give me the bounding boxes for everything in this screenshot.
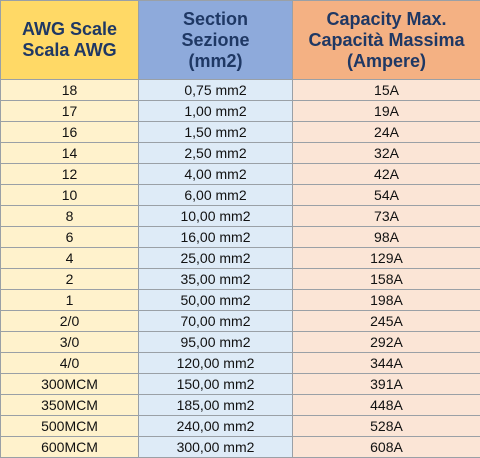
capacity-header: Capacity Max. Capacità Massima (Ampere) — [293, 1, 480, 80]
awg-cell: 14 — [1, 143, 139, 164]
section-cell: 0,75 mm2 — [139, 80, 293, 101]
section-cell: 1,00 mm2 — [139, 101, 293, 122]
awg-cell: 18 — [1, 80, 139, 101]
section-cell: 35,00 mm2 — [139, 269, 293, 290]
capacity-cell: 19A — [293, 101, 480, 122]
awg-cell: 350MCM — [1, 395, 139, 416]
capacity-cell: 608A — [293, 437, 480, 458]
table-header: AWG Scale Scala AWG Section Sezione (mm2… — [1, 1, 480, 80]
section-cell: 1,50 mm2 — [139, 122, 293, 143]
section-cell: 10,00 mm2 — [139, 206, 293, 227]
awg-scale-header: AWG Scale Scala AWG — [1, 1, 139, 80]
section-cell: 120,00 mm2 — [139, 353, 293, 374]
capacity-cell: 54A — [293, 185, 480, 206]
section-cell: 16,00 mm2 — [139, 227, 293, 248]
capacity-cell: 344A — [293, 353, 480, 374]
capacity-cell: 292A — [293, 332, 480, 353]
awg-cell: 300MCM — [1, 374, 139, 395]
awg-cell: 2 — [1, 269, 139, 290]
capacity-cell: 528A — [293, 416, 480, 437]
awg-cell: 8 — [1, 206, 139, 227]
section-cell: 185,00 mm2 — [139, 395, 293, 416]
section-cell: 25,00 mm2 — [139, 248, 293, 269]
section-cell: 150,00 mm2 — [139, 374, 293, 395]
section-cell: 240,00 mm2 — [139, 416, 293, 437]
awg-cell: 3/0 — [1, 332, 139, 353]
awg-cell: 10 — [1, 185, 139, 206]
section-cell: 300,00 mm2 — [139, 437, 293, 458]
awg-cell: 2/0 — [1, 311, 139, 332]
awg-cell: 500MCM — [1, 416, 139, 437]
section-cell: 6,00 mm2 — [139, 185, 293, 206]
section-cell: 95,00 mm2 — [139, 332, 293, 353]
capacity-cell: 448A — [293, 395, 480, 416]
capacity-cell: 15A — [293, 80, 480, 101]
awg-cell: 16 — [1, 122, 139, 143]
capacity-cell: 198A — [293, 290, 480, 311]
capacity-cell: 98A — [293, 227, 480, 248]
capacity-cell: 73A — [293, 206, 480, 227]
awg-cell: 4 — [1, 248, 139, 269]
capacity-cell: 24A — [293, 122, 480, 143]
section-cell: 50,00 mm2 — [139, 290, 293, 311]
capacity-cell: 245A — [293, 311, 480, 332]
capacity-cell: 129A — [293, 248, 480, 269]
header-row: AWG Scale Scala AWG Section Sezione (mm2… — [1, 1, 480, 80]
section-cell: 70,00 mm2 — [139, 311, 293, 332]
awg-cell: 4/0 — [1, 353, 139, 374]
section-cell: 4,00 mm2 — [139, 164, 293, 185]
capacity-cell: 391A — [293, 374, 480, 395]
capacity-cell: 32A — [293, 143, 480, 164]
awg-cell: 6 — [1, 227, 139, 248]
section-header: Section Sezione (mm2) — [139, 1, 293, 80]
awg-cell: 1 — [1, 290, 139, 311]
capacity-cell: 158A — [293, 269, 480, 290]
capacity-cell: 42A — [293, 164, 480, 185]
section-cell: 2,50 mm2 — [139, 143, 293, 164]
awg-cell: 12 — [1, 164, 139, 185]
awg-cell: 600MCM — [1, 437, 139, 458]
awg-cell: 17 — [1, 101, 139, 122]
